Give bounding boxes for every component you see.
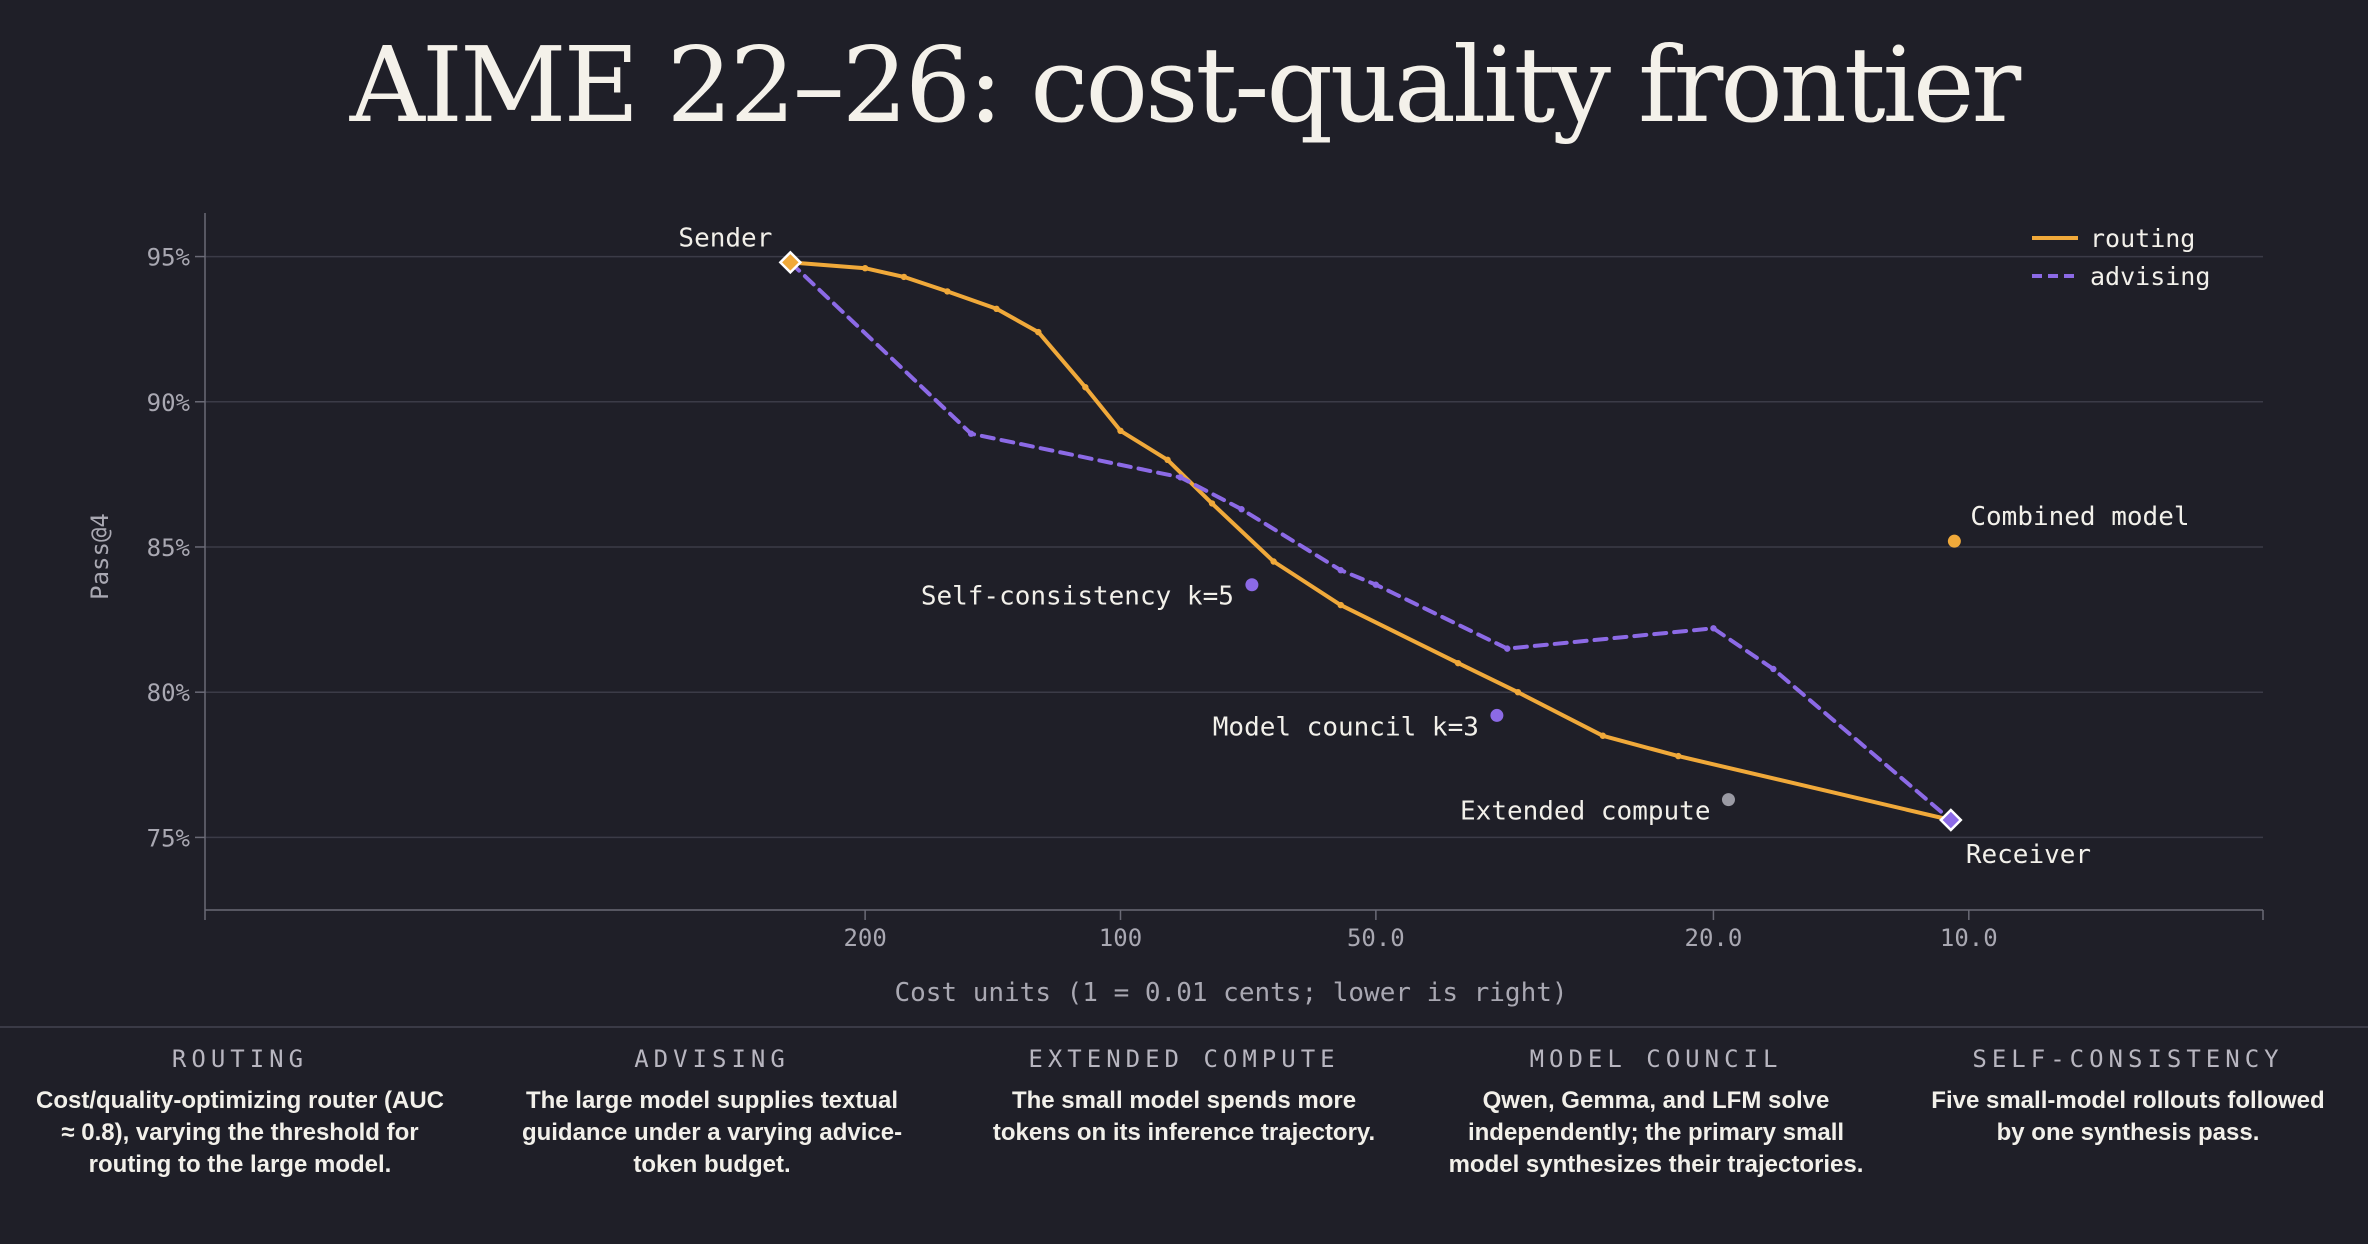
series-point-routing [900, 273, 908, 281]
x-tick-label: 50.0 [1347, 924, 1405, 952]
methods-footer: ROUTING Cost/quality-optimizing router (… [30, 1045, 2338, 1181]
baseline-label: Extended compute [1460, 797, 1710, 827]
method-self-consistency: SELF-CONSISTENCY Five small-model rollou… [1918, 1045, 2338, 1181]
series-point-advising [1504, 645, 1511, 652]
series-point-routing [1454, 659, 1462, 667]
x-axis-label: Cost units (1 = 0.01 cents; lower is rig… [894, 978, 1567, 1008]
method-name: ROUTING [171, 1045, 309, 1073]
endpoint-label: Sender [678, 223, 772, 253]
series-point-routing [993, 305, 1000, 313]
method-description: Five small-model rollouts followed by on… [1931, 1087, 2325, 1146]
y-tick-label: 75% [147, 824, 191, 852]
x-tick-label: 10.0 [1940, 924, 1998, 952]
method-routing: ROUTING Cost/quality-optimizing router (… [30, 1045, 450, 1181]
series-point-routing [1599, 732, 1607, 739]
series-point-routing [1035, 328, 1042, 336]
baseline-point [1245, 578, 1259, 592]
series-point-advising [1238, 506, 1245, 513]
endpoint-label: Receiver [1966, 840, 2091, 870]
method-name: SELF-CONSISTENCY [1972, 1045, 2284, 1073]
chart-points [778, 250, 1963, 832]
method-description: Cost/quality-optimizing router (AUC ≈ 0.… [36, 1087, 444, 1178]
endpoint-diamond [778, 250, 803, 275]
baseline-point [1490, 708, 1504, 722]
series-point-routing [1270, 558, 1277, 565]
baseline-label: Model council k=3 [1213, 712, 1479, 742]
series-point-routing [1675, 752, 1682, 760]
baseline-label: Combined model [1970, 502, 2189, 532]
chart-labels: Combined model Self-consistency k=5 Model … [678, 223, 2189, 870]
y-tick-label: 95% [147, 244, 191, 272]
method-model-council: MODEL COUNCIL Qwen, Gemma, and LFM solve… [1446, 1045, 1866, 1181]
series-point-advising [1177, 474, 1184, 481]
legend-label-routing: routing [2090, 224, 2195, 253]
method-description: The small model spends more tokens on it… [992, 1087, 1376, 1146]
series-point-advising [1710, 625, 1717, 632]
series-point-routing [944, 288, 951, 295]
x-tick-label: 20.0 [1685, 924, 1743, 952]
baseline-point [1721, 793, 1735, 807]
series-point-advising [967, 430, 975, 437]
method-extended-compute: EXTENDED COMPUTE The small model spends … [974, 1045, 1394, 1181]
x-tick-label: 200 [843, 924, 886, 952]
series-point-advising [1372, 581, 1380, 588]
legend-label-advising: advising [2090, 262, 2210, 291]
y-tick-label: 90% [147, 389, 191, 417]
series-point-routing [1164, 456, 1171, 464]
series-point-routing [1514, 688, 1522, 696]
y-tick-label: 85% [147, 534, 191, 562]
method-description: Qwen, Gemma, and LFM solve independently… [1448, 1087, 1864, 1178]
series-point-advising [1770, 665, 1777, 673]
series-point-routing [1082, 384, 1089, 391]
grid [205, 255, 2263, 839]
method-name: MODEL COUNCIL [1529, 1045, 1783, 1073]
footer-divider [0, 1026, 2368, 1028]
series-point-advising [1337, 567, 1344, 574]
page-title: AIME 22–26: cost-quality frontier [349, 24, 2021, 146]
baseline-point [1947, 534, 1961, 548]
method-advising: ADVISING The large model supplies textua… [502, 1045, 922, 1181]
y-tick-label: 80% [147, 679, 191, 707]
x-tick-label: 100 [1099, 924, 1142, 952]
series-point-routing [861, 264, 869, 272]
endpoint-diamond [1939, 808, 1963, 832]
legend: routing advising [2032, 224, 2210, 291]
series-point-routing [1337, 601, 1344, 609]
series-line-advising [788, 260, 1953, 822]
baseline-label: Self-consistency k=5 [921, 582, 1234, 612]
method-name: EXTENDED COMPUTE [1028, 1045, 1340, 1073]
series-point-routing [1208, 500, 1216, 507]
y-axis-label: Pass@4 [86, 513, 114, 600]
method-description: The large model supplies textual guidanc… [521, 1087, 903, 1178]
cost-quality-chart: 95% 90% 85% 80% 75% 200 100 50.0 20.0 10.0 Cost un… [86, 213, 2264, 1008]
method-name: ADVISING [634, 1045, 790, 1073]
axes: 95% 90% 85% 80% 75% 200 100 50.0 20.0 10.0 Cost un… [86, 213, 2264, 1008]
series-point-routing [1117, 427, 1124, 435]
series-lines [788, 260, 1953, 822]
